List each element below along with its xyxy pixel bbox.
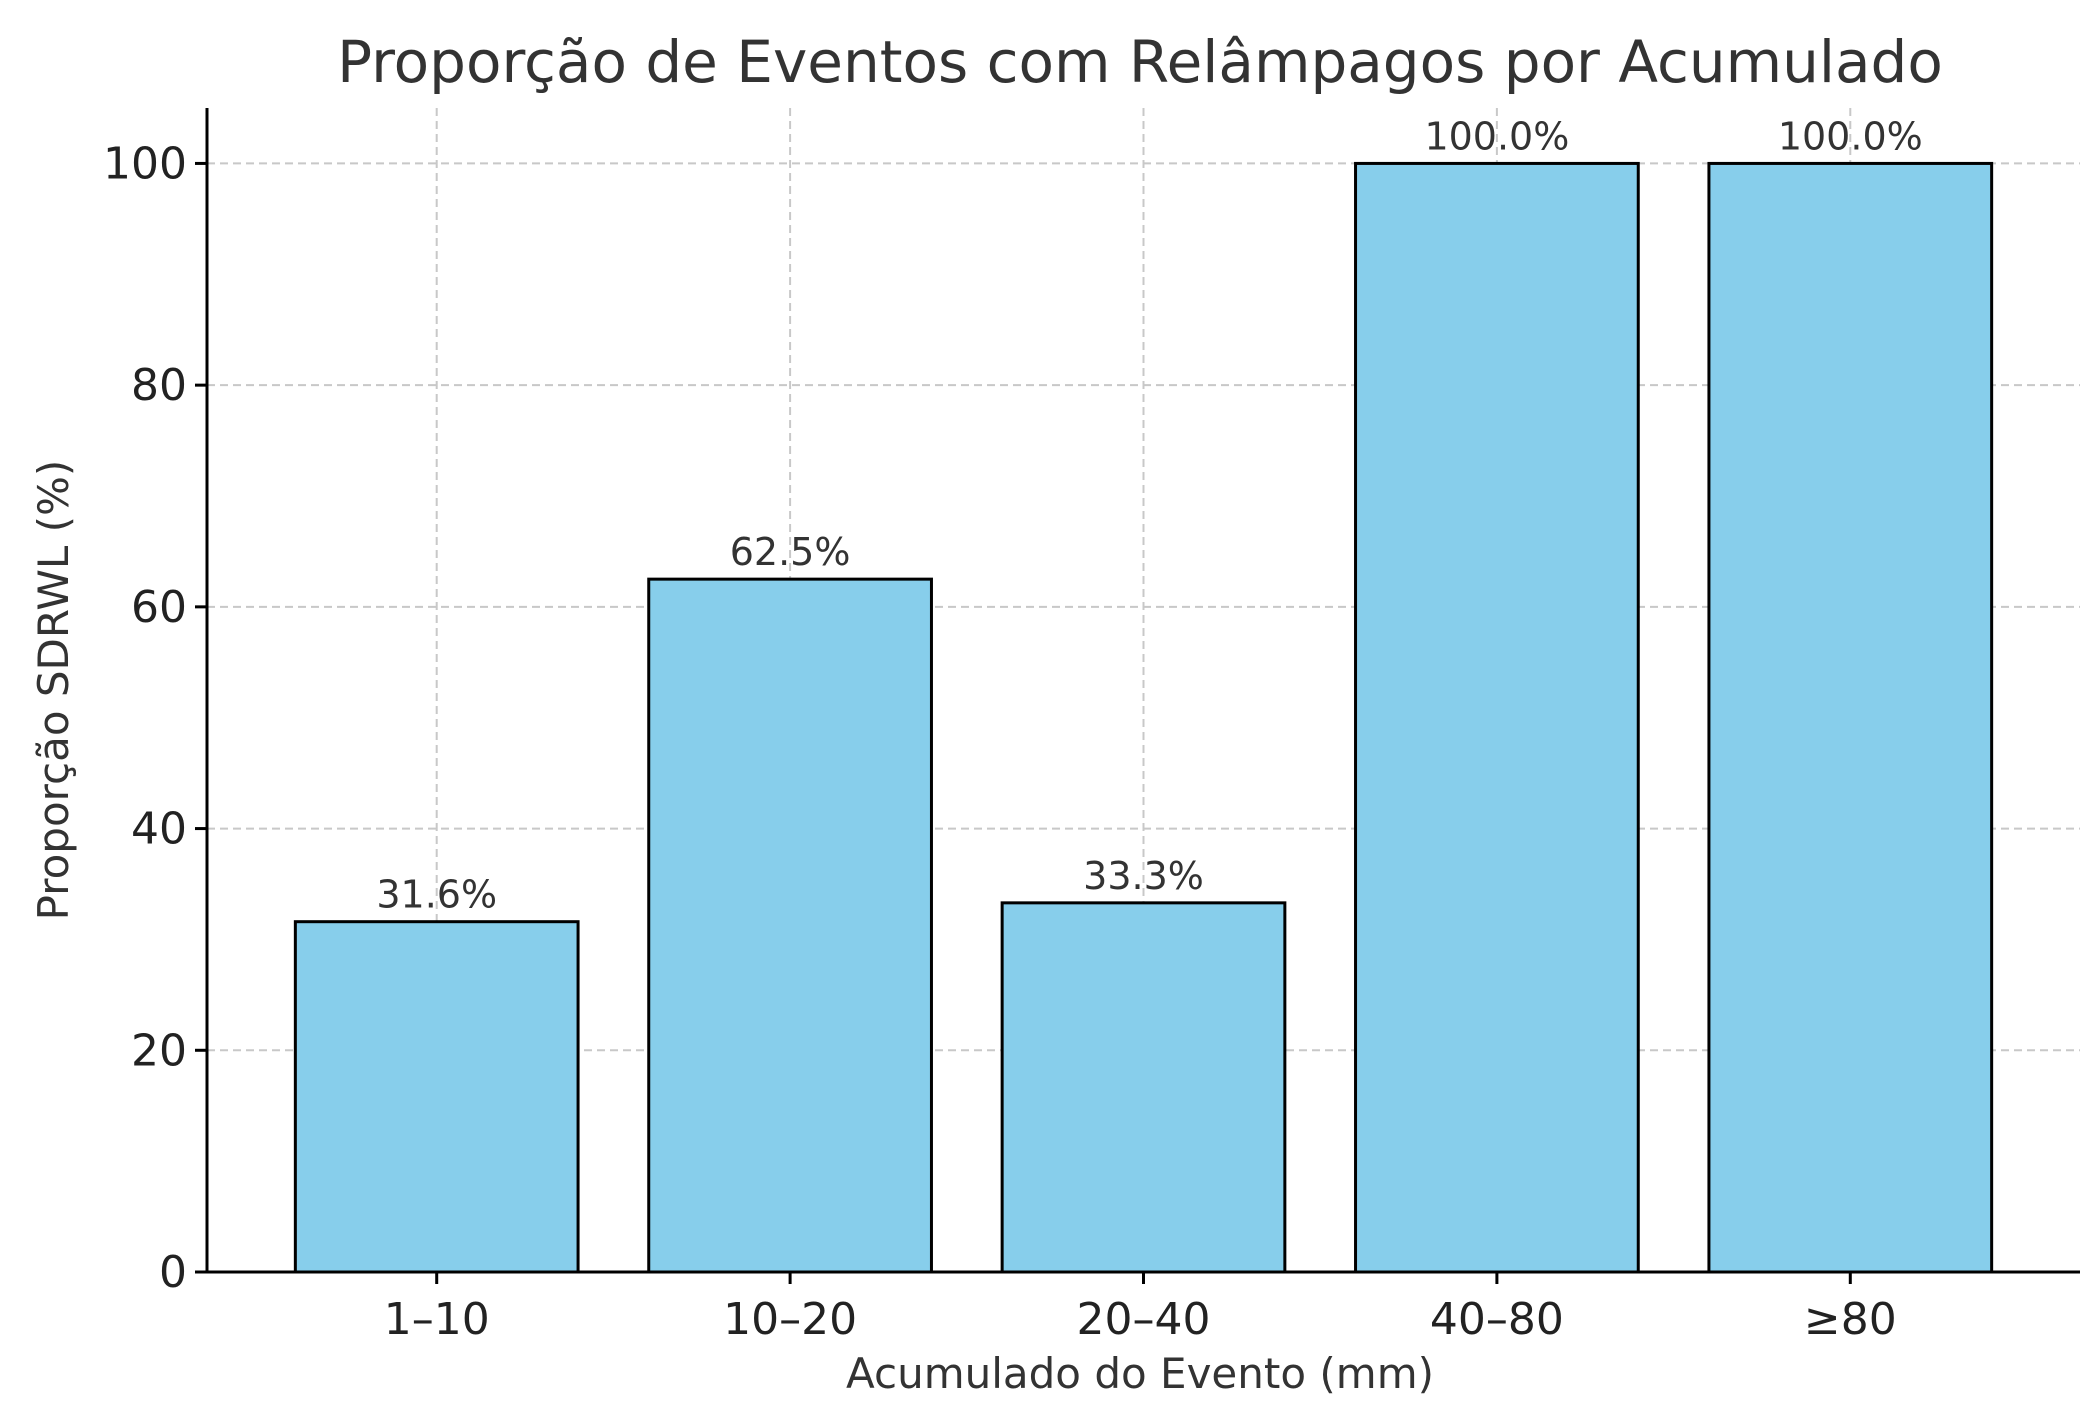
bar-value-label: 31.6% <box>376 873 497 917</box>
y-tick-label: 80 <box>131 360 187 411</box>
bar-4 <box>1354 161 1640 1274</box>
x-tick-label: 10–20 <box>723 1294 857 1345</box>
bars <box>293 161 1994 1274</box>
y-tick-label: 100 <box>103 138 187 189</box>
y-tick-label: 60 <box>131 582 187 633</box>
bar-value-label: 100.0% <box>1778 114 1923 158</box>
x-tick-label: ≥80 <box>1804 1294 1897 1345</box>
tick-labels: 0 20 40 60 80 100 1–10 10–20 20–40 40–80 ≥80 <box>103 138 1897 1345</box>
x-tick-label: 20–40 <box>1077 1294 1211 1345</box>
bar-3 <box>1000 901 1287 1274</box>
y-tick-label: 20 <box>131 1025 187 1076</box>
bar-2 <box>647 577 933 1274</box>
bar-value-labels: 31.6% 62.5% 33.3% 100.0% 100.0% <box>376 114 1922 916</box>
x-tick-label: 1–10 <box>384 1294 490 1345</box>
bar-value-label: 100.0% <box>1424 114 1569 158</box>
x-tick-label: 40–80 <box>1430 1294 1564 1345</box>
bar-value-label: 33.3% <box>1083 854 1204 898</box>
bar-1 <box>293 920 580 1274</box>
y-tick-label: 0 <box>159 1247 187 1298</box>
y-axis-label: Proporção SDRWL (%) <box>29 460 78 921</box>
x-axis-label: Acumulado do Evento (mm) <box>846 1349 1434 1398</box>
y-tick-label: 40 <box>131 804 187 855</box>
bar-value-label: 62.5% <box>730 530 851 574</box>
axes <box>195 108 2080 1284</box>
chart-title: Proporção de Eventos com Relâmpagos por … <box>337 28 1943 96</box>
bar-5 <box>1707 161 1994 1274</box>
